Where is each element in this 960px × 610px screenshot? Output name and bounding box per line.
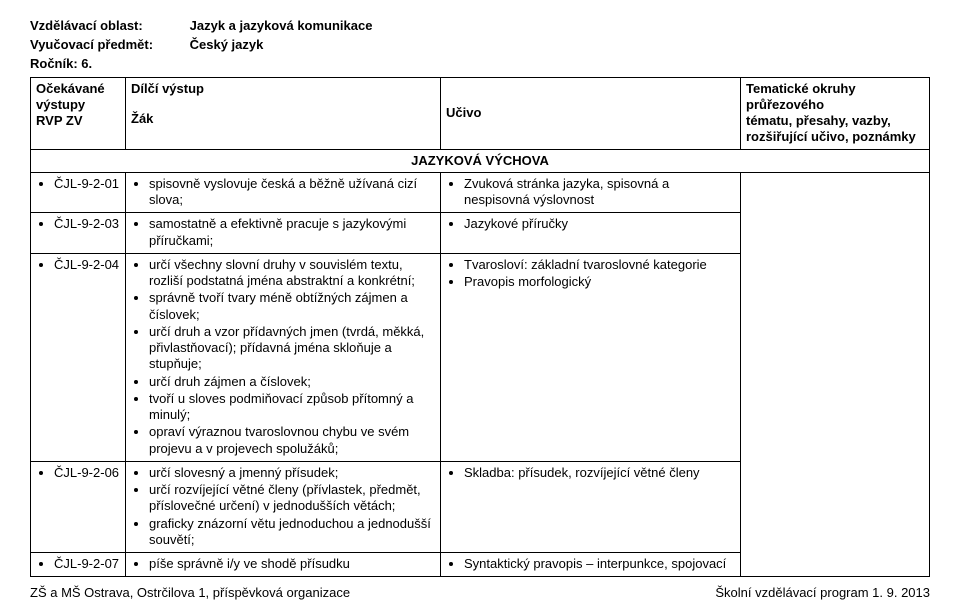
- code-cell: ČJL-9-2-03: [31, 213, 126, 254]
- code-item: ČJL-9-2-07: [54, 556, 120, 572]
- th-outcomes: Očekávané výstupy RVP ZV: [31, 77, 126, 149]
- ucivo-item: Zvuková stránka jazyka, spisovná a nespi…: [464, 176, 735, 209]
- th-partial: Dílčí výstup Žák: [126, 77, 441, 149]
- topics-cell: [741, 172, 930, 577]
- subject-label: Vyučovací předmět:: [30, 37, 180, 54]
- ucivo-item: Skladba: přísudek, rozvíjející větné čle…: [464, 465, 735, 481]
- th-text: Žák: [131, 111, 435, 127]
- ucivo-cell: Tvarosloví: základní tvaroslovné kategor…: [441, 253, 741, 461]
- th-topics: Tematické okruhy průřezového tématu, pře…: [741, 77, 930, 149]
- th-text: Tematické okruhy průřezového: [746, 81, 856, 112]
- ucivo-item: Pravopis morfologický: [464, 274, 735, 290]
- output-item: píše správně i/y ve shodě přísudku: [149, 556, 435, 572]
- output-item: určí slovesný a jmenný přísudek;: [149, 465, 435, 481]
- code-cell: ČJL-9-2-06: [31, 461, 126, 552]
- ucivo-item: Tvarosloví: základní tvaroslovné kategor…: [464, 257, 735, 273]
- page: Vzdělávací oblast: Jazyk a jazyková komu…: [0, 0, 960, 610]
- table-header-row: Očekávané výstupy RVP ZV Dílčí výstup Žá…: [31, 77, 930, 149]
- page-footer: ZŠ a MŠ Ostrava, Ostrčilova 1, příspěvko…: [30, 585, 930, 600]
- output-cell: spisovně vyslovuje česká a běžně užívaná…: [126, 172, 441, 213]
- grade-label: Ročník: 6.: [30, 56, 92, 73]
- output-item: určí rozvíjející větné členy (přívlastek…: [149, 482, 435, 515]
- ucivo-cell: Skladba: přísudek, rozvíjející větné čle…: [441, 461, 741, 552]
- th-text: tématu, přesahy, vazby,: [746, 113, 891, 128]
- output-cell: určí všechny slovní druhy v souvislém te…: [126, 253, 441, 461]
- code-item: ČJL-9-2-01: [54, 176, 120, 192]
- area-value: Jazyk a jazyková komunikace: [184, 18, 373, 35]
- output-item: určí druh zájmen a číslovek;: [149, 374, 435, 390]
- th-text: RVP ZV: [36, 113, 82, 128]
- output-item: správně tvoří tvary méně obtížných zájme…: [149, 290, 435, 323]
- curriculum-table: Očekávané výstupy RVP ZV Dílčí výstup Žá…: [30, 77, 930, 578]
- output-item: určí druh a vzor přídavných jmen (tvrdá,…: [149, 324, 435, 373]
- th-ucivo: Učivo: [441, 77, 741, 149]
- code-item: ČJL-9-2-03: [54, 216, 120, 232]
- ucivo-item: Jazykové příručky: [464, 216, 735, 232]
- ucivo-cell: Jazykové příručky: [441, 213, 741, 254]
- subject-value: Český jazyk: [184, 37, 264, 54]
- doc-header: Vzdělávací oblast: Jazyk a jazyková komu…: [30, 18, 930, 73]
- ucivo-cell: Syntaktický pravopis – interpunkce, spoj…: [441, 553, 741, 577]
- th-text: Očekávané: [36, 81, 105, 96]
- output-item: spisovně vyslovuje česká a běžně užívaná…: [149, 176, 435, 209]
- output-item: určí všechny slovní druhy v souvislém te…: [149, 257, 435, 290]
- code-cell: ČJL-9-2-04: [31, 253, 126, 461]
- output-item: samostatně a efektivně pracuje s jazykov…: [149, 216, 435, 249]
- output-cell: píše správně i/y ve shodě přísudku: [126, 553, 441, 577]
- output-item: graficky znázorní větu jednoduchou a jed…: [149, 516, 435, 549]
- table-row: ČJL-9-2-01 spisovně vyslovuje česká a běž…: [31, 172, 930, 213]
- area-label: Vzdělávací oblast:: [30, 18, 180, 35]
- output-cell: samostatně a efektivně pracuje s jazykov…: [126, 213, 441, 254]
- th-text: Učivo: [446, 105, 735, 121]
- ucivo-cell: Zvuková stránka jazyka, spisovná a nespi…: [441, 172, 741, 213]
- code-item: ČJL-9-2-06: [54, 465, 120, 481]
- footer-right: Školní vzdělávací program 1. 9. 2013: [715, 585, 930, 600]
- th-text: rozšiřující učivo, poznámky: [746, 129, 916, 144]
- code-cell: ČJL-9-2-07: [31, 553, 126, 577]
- footer-left: ZŠ a MŠ Ostrava, Ostrčilova 1, příspěvko…: [30, 585, 350, 600]
- ucivo-item: Syntaktický pravopis – interpunkce, spoj…: [464, 556, 735, 572]
- output-item: opraví výraznou tvaroslovnou chybu ve sv…: [149, 424, 435, 457]
- output-cell: určí slovesný a jmenný přísudek;určí roz…: [126, 461, 441, 552]
- section-title: JAZYKOVÁ VÝCHOVA: [31, 149, 930, 172]
- th-text: výstupy: [36, 97, 85, 112]
- section-header-row: JAZYKOVÁ VÝCHOVA: [31, 149, 930, 172]
- code-cell: ČJL-9-2-01: [31, 172, 126, 213]
- code-item: ČJL-9-2-04: [54, 257, 120, 273]
- output-item: tvoří u sloves podmiňovací způsob přítom…: [149, 391, 435, 424]
- th-text: Dílčí výstup: [131, 81, 435, 97]
